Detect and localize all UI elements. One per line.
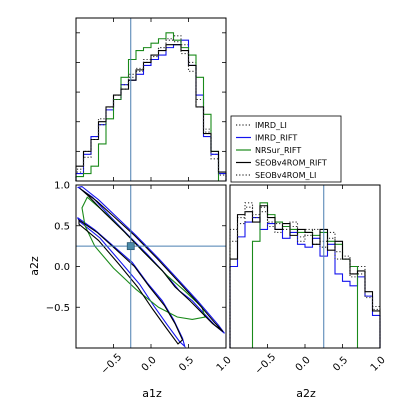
- y-tick-label: 0.0: [54, 262, 70, 273]
- hist-series-NRSur_RIFT: [75, 32, 226, 182]
- legend-label-NRSur_RIFT: NRSur_RIFT: [255, 146, 301, 155]
- x-tick-label-right: 0.0: [294, 355, 313, 374]
- x-tick-label-right: −0.5: [253, 352, 278, 377]
- contour-IMRD_RIFT: [77, 217, 186, 348]
- a1z-a2z-joint-panel: 1.0 0.5 0.0 −0.5 −0.5 0.0 0.5 1.0: [46, 181, 234, 377]
- legend-box: [230, 115, 342, 183]
- x-axis-label-right-a2z: a2z: [296, 387, 316, 400]
- x-tick-label: 0.0: [140, 355, 159, 374]
- x-axis-label-a1z: a1z: [142, 387, 162, 400]
- y-tick-label: −0.5: [46, 303, 70, 314]
- legend: IMRD_LI IMRD_RIFT NRSur_RIFT SEOBv4ROM_RIFT…: [230, 115, 342, 183]
- joint-frame: [75, 184, 227, 349]
- hist-series-NRSur_RIFT: [230, 202, 380, 349]
- joint-contours: [76, 186, 225, 348]
- legend-label-SEOBv4ROM_LI: SEOBv4ROM_LI: [255, 171, 316, 180]
- legend-label-IMRD_RIFT: IMRD_RIFT: [255, 134, 297, 143]
- y-axis-label-a2z: a2z: [28, 256, 41, 276]
- truth-marker: [126, 242, 135, 251]
- x-tick-label: 1.0: [215, 355, 234, 374]
- contour-NRSur_RIFT: [81, 196, 206, 321]
- x-tick-label: 0.5: [177, 355, 196, 374]
- hist-series-SEOBv4ROM_RIFT: [75, 44, 227, 181]
- legend-label-SEOBv4ROM_RIFT: SEOBv4ROM_RIFT: [255, 159, 327, 168]
- x-tick-label-right: 0.5: [331, 355, 350, 374]
- x-tick-label: −0.5: [99, 352, 124, 377]
- a2z-histogram-panel: −0.5 0.0 0.5 1.0: [229, 184, 388, 377]
- x-tick-label-right: 1.0: [369, 355, 388, 374]
- y-tick-label: 0.5: [54, 221, 70, 232]
- y-tick-label: 1.0: [54, 181, 70, 192]
- legend-label-IMRD_LI: IMRD_LI: [255, 121, 287, 130]
- a1z-histogram-panel: [75, 17, 227, 182]
- contour-SEOBv4ROM_RIFT: [78, 219, 184, 345]
- hist-series-SEOBv4ROM_RIFT: [229, 205, 381, 348]
- hist-series-SEOBv4ROM_LI: [229, 206, 381, 348]
